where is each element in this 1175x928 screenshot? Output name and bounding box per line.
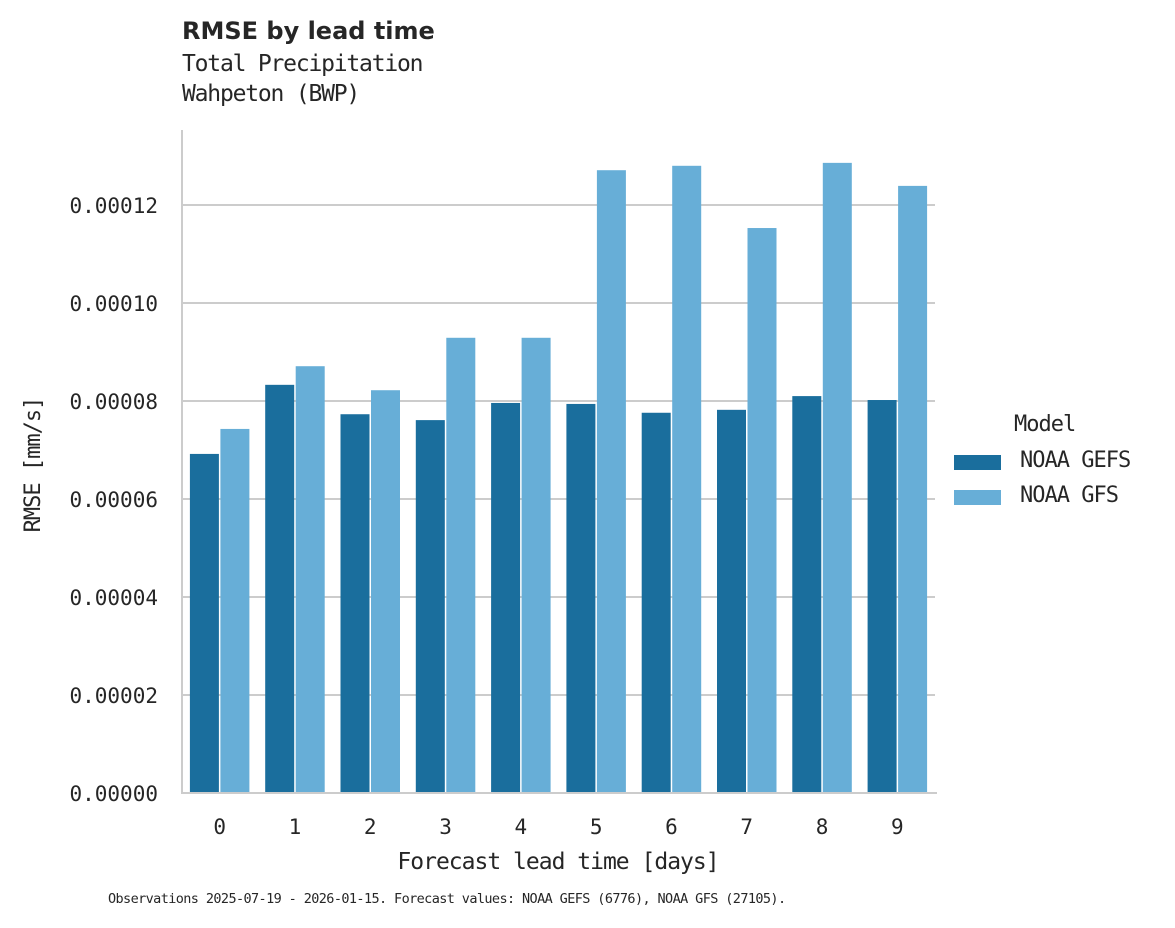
bar-noaa-gefs [566, 403, 596, 793]
legend-label-gefs: NOAA GEFS [1020, 448, 1131, 473]
y-tick-label: 0.00004 [69, 586, 158, 610]
legend-label-gfs: NOAA GFS [1020, 483, 1119, 508]
y-tick-label: 0.00002 [69, 684, 158, 708]
bar-noaa-gefs [717, 409, 746, 793]
y-tick-label: 0.00006 [69, 488, 158, 512]
bar-noaa-gfs [596, 170, 626, 793]
y-tick-label: 0.00012 [69, 194, 158, 218]
x-tick-label: 5 [590, 815, 603, 839]
x-tick-label: 4 [515, 815, 528, 839]
y-axis-label: RMSE [mm/s] [21, 398, 46, 533]
bar-noaa-gfs [220, 428, 250, 793]
x-tick-label: 7 [740, 815, 753, 839]
bar-noaa-gefs [792, 396, 822, 793]
bar-noaa-gfs [295, 366, 325, 793]
x-tick-labels: 0 1 2 3 4 5 6 7 8 9 [213, 815, 903, 839]
bar-noaa-gfs [822, 162, 852, 794]
legend-swatch-gefs [954, 455, 1001, 470]
y-tick-label: 0.00000 [69, 782, 158, 806]
bar-noaa-gfs [672, 165, 702, 794]
x-tick-label: 3 [439, 815, 452, 839]
bar-noaa-gfs [371, 390, 400, 793]
bars [189, 162, 928, 794]
axes [181, 130, 937, 794]
bar-noaa-gefs [340, 414, 370, 793]
bar-noaa-gfs [521, 337, 551, 793]
x-tick-label: 6 [665, 815, 678, 839]
x-tick-label: 0 [213, 815, 226, 839]
bar-noaa-gefs [189, 453, 219, 793]
x-tick-label: 8 [816, 815, 829, 839]
bar-noaa-gefs [415, 420, 445, 793]
bar-noaa-gfs [747, 228, 777, 793]
x-tick-label: 9 [891, 815, 904, 839]
chart-subtitle-station: Wahpeton (BWP) [182, 81, 360, 107]
legend-title: Model [1014, 412, 1076, 437]
y-tick-label: 0.00010 [69, 292, 158, 316]
bar-noaa-gefs [265, 384, 295, 793]
x-tick-label: 2 [364, 815, 377, 839]
legend-swatch-gfs [954, 490, 1001, 505]
y-tick-labels: 0.00000 0.00002 0.00004 0.00006 0.00008 0.000… [69, 194, 158, 806]
x-tick-label: 1 [289, 815, 302, 839]
bar-noaa-gefs [641, 412, 671, 793]
bar-noaa-gfs [898, 185, 928, 793]
bar-noaa-gfs [446, 337, 476, 793]
chart-title: RMSE by lead time [182, 17, 435, 45]
x-axis-label: Forecast lead time [days] [397, 849, 718, 875]
chart-subtitle-variable: Total Precipitation [182, 51, 423, 77]
y-tick-label: 0.00008 [69, 390, 158, 414]
bar-noaa-gefs [867, 400, 897, 793]
bar-noaa-gefs [491, 402, 521, 793]
footnote: Observations 2025-07-19 - 2026-01-15. Fo… [108, 891, 786, 907]
